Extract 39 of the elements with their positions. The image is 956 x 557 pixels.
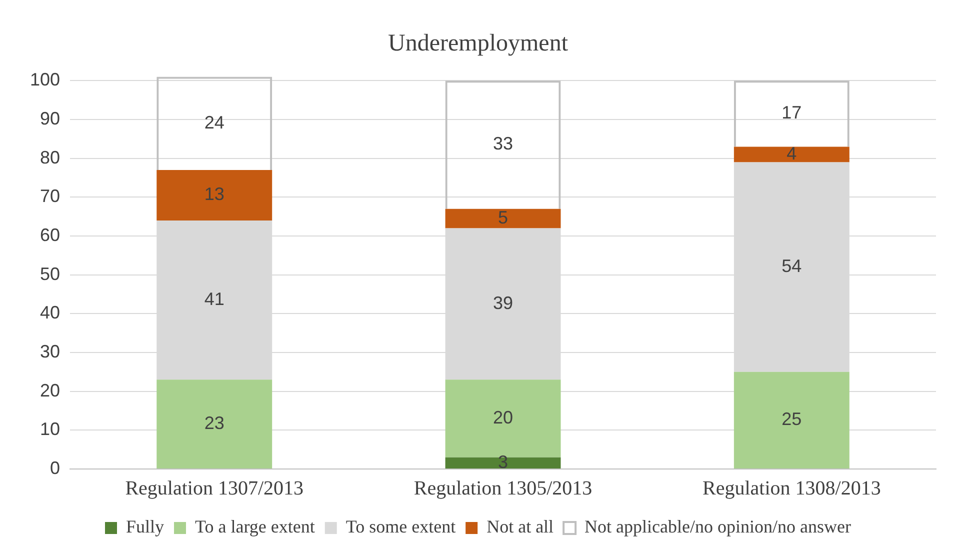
data-label: 13 [204,184,224,204]
data-label: 23 [204,413,224,434]
y-tick-label: 10 [40,419,60,440]
data-label: 54 [782,256,802,276]
data-label: 5 [498,208,508,228]
y-tick-label: 20 [40,380,60,400]
data-label: 39 [493,292,514,313]
y-tick-label: 50 [40,264,60,284]
data-label: 20 [493,407,514,428]
y-tick-label: 60 [40,224,60,245]
y-tick-label: 80 [40,147,60,168]
legend-label: To some extent [346,516,456,537]
y-tick-label: 90 [40,108,60,128]
x-tick-label: Regulation 1308/2013 [702,477,881,500]
data-label: 25 [782,409,802,430]
data-label: 41 [204,289,224,310]
chart-title: Underemployment [388,30,568,57]
legend-label: Not at all [486,516,554,537]
legend-label: To a large extent [195,516,315,537]
bar [445,208,561,228]
data-label: 3 [498,452,508,472]
data-label: 17 [782,102,802,123]
x-tick-label: Regulation 1305/2013 [414,477,592,500]
legend-label: Fully [126,516,164,537]
y-tick-label: 0 [50,458,60,478]
y-tick-label: 40 [40,302,60,323]
bar [734,372,850,468]
x-tick-label: Regulation 1307/2013 [125,477,304,500]
data-label: 24 [204,112,224,132]
y-tick-label: 30 [40,341,60,362]
y-tick-label: 70 [40,186,60,206]
bar [156,170,272,220]
legend-label: Not applicable/no opinion/no answer [584,516,852,537]
data-label: 33 [493,134,514,154]
bar [445,457,561,468]
y-tick-label: 100 [30,70,60,90]
data-label: 4 [786,143,797,164]
bar [734,146,850,162]
bar [156,380,272,468]
